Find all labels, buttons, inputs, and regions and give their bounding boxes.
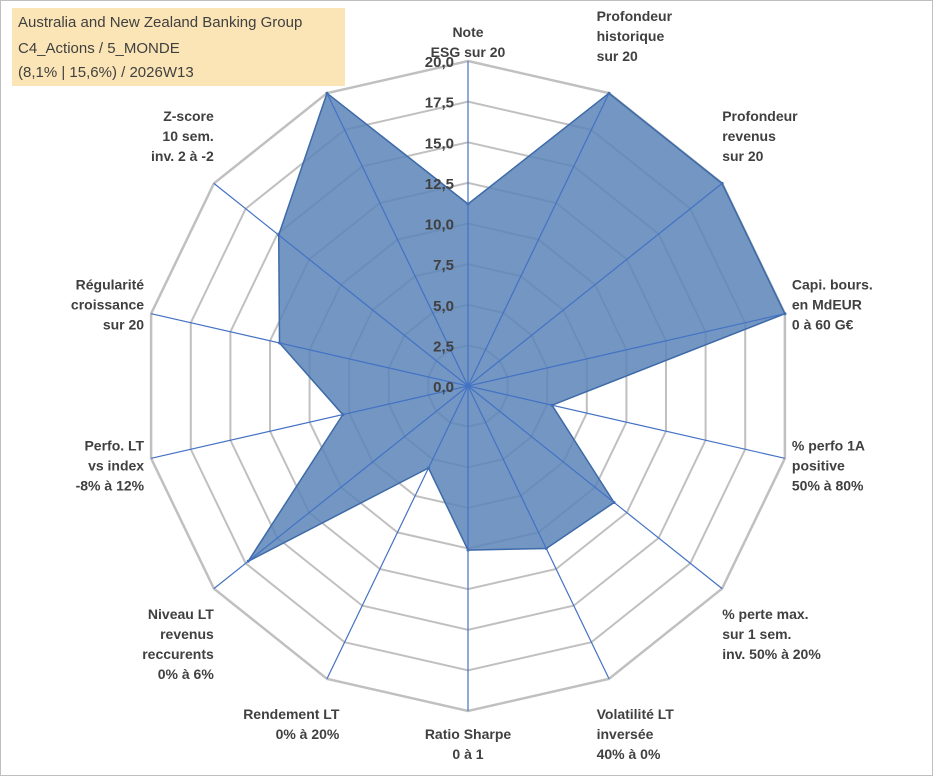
axis-label-10: Perfo. LT vs index -8% à 12%	[76, 437, 145, 493]
axis-label-line: 0 à 1	[452, 746, 483, 762]
axis-label-line: 10 sem.	[162, 128, 213, 144]
axis-label-line: 50% à 80%	[792, 477, 864, 493]
axis-label-6: Volatilité LT inversée 40% à 0%	[597, 706, 675, 762]
tick-label-3: 7,5	[433, 257, 454, 274]
tick-label-6: 15,0	[425, 135, 454, 152]
tick-label-8: 20,0	[425, 54, 454, 71]
data-area	[246, 91, 786, 564]
axis-label-line: inv. 2 à -2	[151, 148, 214, 164]
axis-label-4: % perfo 1A positive 50% à 80%	[792, 437, 865, 493]
axis-label-line: Capi. bours.	[792, 277, 873, 293]
axis-label-line: Note	[452, 24, 483, 40]
chart-title-period: (8,1% | 15,6%) / 2026W13	[18, 64, 194, 81]
axis-label-12: Z-score 10 sem. inv. 2 à -2	[151, 108, 214, 164]
axis-label-line: Profondeur	[597, 8, 673, 24]
axis-label-0: Note ESG sur 20	[431, 24, 506, 60]
axis-label-line: revenus	[160, 626, 214, 642]
axis-label-line: vs index	[88, 457, 144, 473]
tick-label-0: 0,0	[433, 379, 454, 396]
axis-label-line: sur 20	[722, 148, 763, 164]
axis-label-2: Profondeur revenus sur 20	[722, 108, 798, 164]
axis-spoke-5	[467, 385, 723, 590]
tick-label-2: 5,0	[433, 298, 454, 315]
axis-label-line: ESG sur 20	[431, 44, 506, 60]
axis-label-line: croissance	[71, 297, 144, 313]
axis-label-line: % perfo 1A	[792, 437, 865, 453]
axis-spoke-13	[326, 92, 469, 387]
axis-label-line: 0% à 20%	[276, 726, 340, 742]
axis-label-line: sur 20	[103, 317, 144, 333]
axis-label-line: historique	[597, 28, 665, 44]
axis-label-line: en MdEUR	[792, 297, 862, 313]
axis-spoke-2	[467, 182, 723, 387]
axis-labels: Note ESG sur 20 Profondeur historique sur 20…	[71, 8, 873, 762]
axis-label-8: Rendement LT 0% à 20%	[243, 706, 340, 742]
axis-label-line: % perte max.	[722, 606, 808, 622]
axis-label-line: 0% à 6%	[158, 666, 215, 682]
axis-label-7: Ratio Sharpe 0 à 1	[425, 726, 512, 762]
chart-title-company: Australia and New Zealand Banking Group	[18, 14, 303, 31]
tick-label-7: 17,5	[425, 95, 454, 112]
axis-label-3: Capi. bours. en MdEUR 0 à 60 G€	[792, 277, 873, 333]
axis-spoke-6	[467, 385, 610, 680]
axis-label-line: Perfo. LT	[84, 437, 144, 453]
axis-label-line: sur 20	[597, 48, 638, 64]
tick-labels: 0,0 2,5 5,0 7,5 10,0 12,5 15,0 17,5 20,0	[425, 54, 454, 396]
axis-spoke-11	[150, 313, 469, 387]
axis-label-line: 0 à 60 G€	[792, 317, 854, 333]
axis-spoke-4	[467, 385, 786, 459]
axis-label-line: Niveau LT	[148, 606, 214, 622]
chart-title-box: Australia and New Zealand Banking Group …	[12, 8, 345, 86]
axis-spoke-1	[467, 92, 610, 387]
axis-label-line: inversée	[597, 726, 654, 742]
tick-label-5: 12,5	[425, 176, 454, 193]
axis-label-line: sur 1 sem.	[722, 626, 791, 642]
axis-label-line: Régularité	[76, 277, 145, 293]
axis-spoke-3	[467, 313, 786, 387]
axis-label-line: positive	[792, 457, 845, 473]
axis-label-line: Profondeur	[722, 108, 798, 124]
axis-label-line: Z-score	[163, 108, 214, 124]
axis-label-line: revenus	[722, 128, 776, 144]
axis-spoke-8	[326, 385, 469, 680]
axis-label-1: Profondeur historique sur 20	[597, 8, 673, 64]
axis-label-line: Volatilité LT	[597, 706, 675, 722]
chart-title-category: C4_Actions / 5_MONDE	[18, 40, 180, 57]
axis-label-11: Régularité croissance sur 20	[71, 277, 144, 333]
tick-label-1: 2,5	[433, 338, 454, 355]
axis-label-line: inv. 50% à 20%	[722, 646, 821, 662]
tick-label-4: 10,0	[425, 217, 454, 234]
axis-label-line: Rendement LT	[243, 706, 340, 722]
axis-label-line: 40% à 0%	[597, 746, 661, 762]
axis-label-9: Niveau LT revenus reccurents 0% à 6%	[142, 606, 214, 682]
axis-spoke-9	[213, 385, 469, 590]
axis-spoke-12	[213, 182, 469, 387]
radar-spokes	[150, 61, 786, 711]
axis-label-line: -8% à 12%	[76, 477, 145, 493]
axis-label-line: reccurents	[142, 646, 214, 662]
axis-label-5: % perte max. sur 1 sem. inv. 50% à 20%	[722, 606, 821, 662]
axis-label-line: Ratio Sharpe	[425, 726, 512, 742]
axis-spoke-10	[150, 385, 469, 459]
radar-series	[246, 91, 787, 564]
